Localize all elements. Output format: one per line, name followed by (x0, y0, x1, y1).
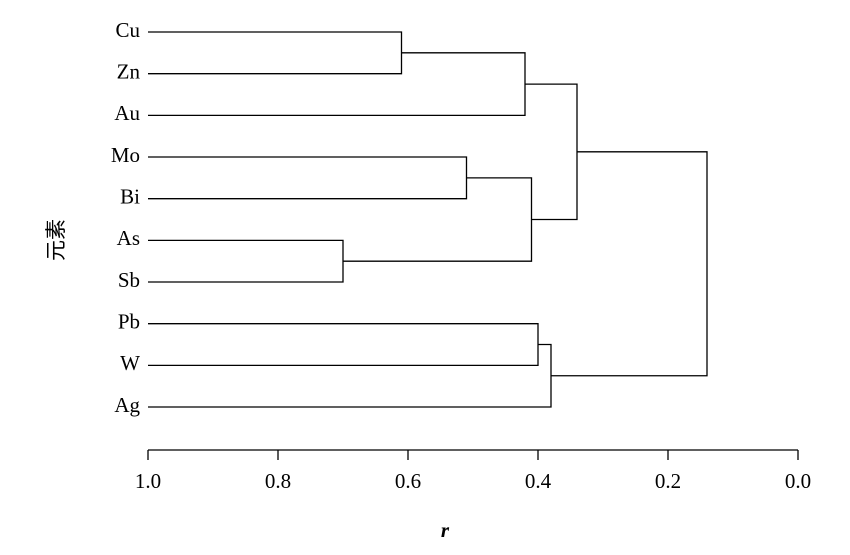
merge-link (148, 343, 552, 408)
x-tick-label: 0.0 (785, 469, 811, 493)
leaf-label: Cu (115, 18, 140, 42)
leaf-label: As (117, 226, 140, 250)
leaf-label: Mo (111, 143, 140, 167)
merge-link (148, 239, 344, 283)
x-axis-label: r (441, 518, 450, 542)
leaf-label: W (120, 351, 140, 375)
merge-link (148, 323, 539, 367)
merge-link (343, 177, 533, 262)
x-tick-label: 0.2 (655, 469, 681, 493)
y-axis-label: 元素 (44, 219, 68, 261)
leaf-label: Pb (118, 310, 140, 334)
leaf-label: Bi (120, 184, 140, 208)
merge-link (148, 52, 526, 116)
merge-link (551, 151, 708, 377)
merge-link (148, 31, 403, 75)
leaf-label: Ag (114, 393, 140, 417)
leaf-label: Au (114, 101, 140, 125)
merge-link (525, 83, 578, 221)
x-tick-label: 1.0 (135, 469, 161, 493)
merge-link (148, 156, 468, 200)
x-tick-label: 0.4 (525, 469, 552, 493)
x-tick-label: 0.8 (265, 469, 291, 493)
x-tick-label: 0.6 (395, 469, 421, 493)
leaf-label: Zn (117, 59, 141, 83)
leaf-label: Sb (118, 268, 140, 292)
